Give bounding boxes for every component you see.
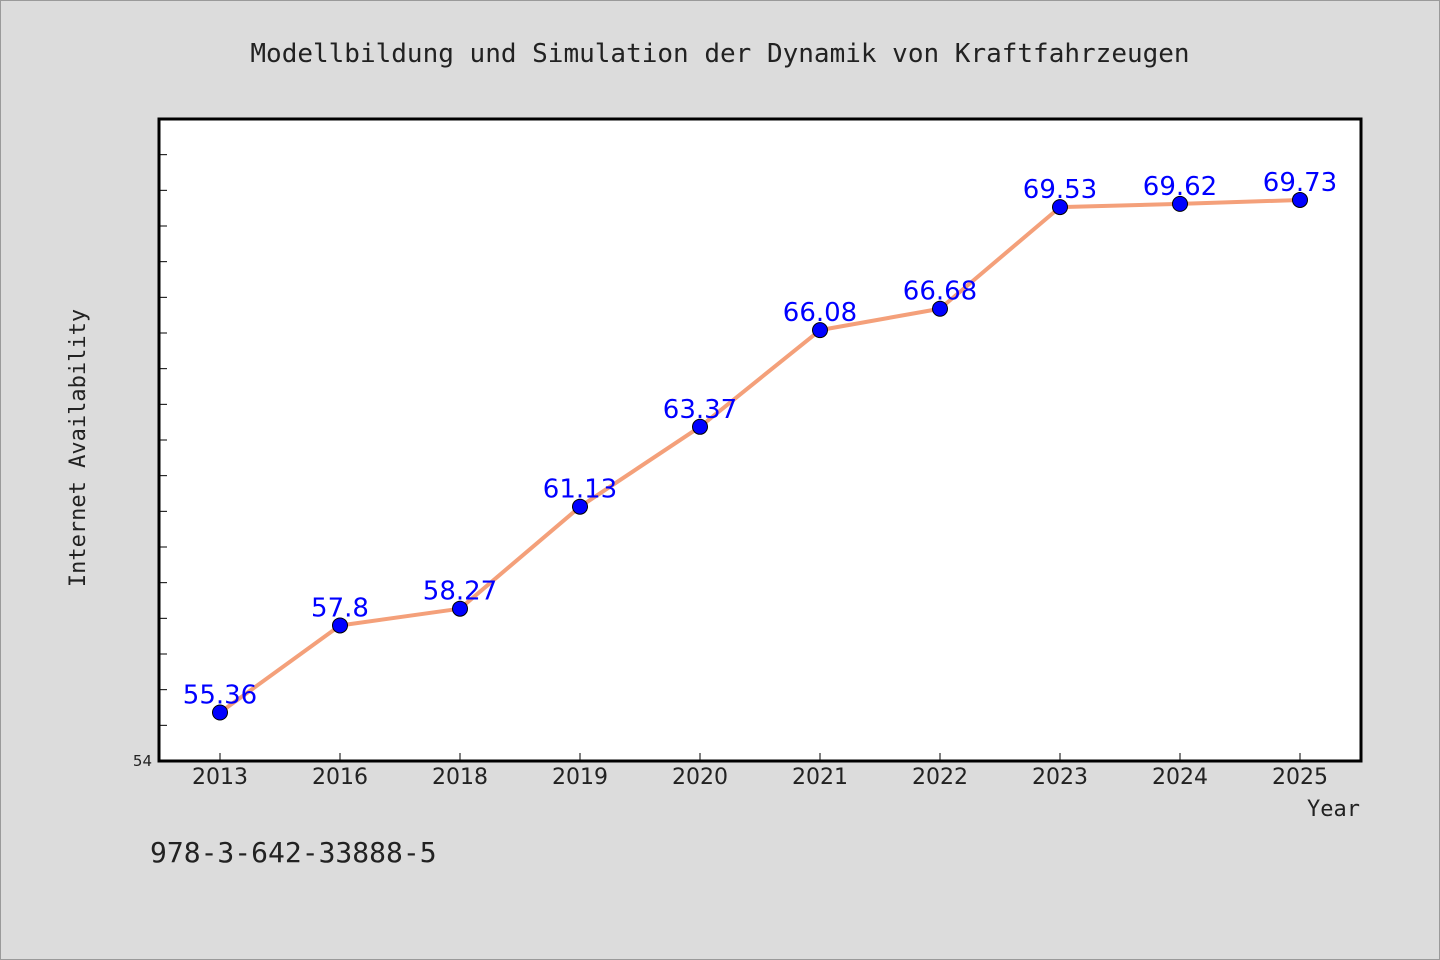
x-axis-tick-label: 2018 (432, 765, 488, 790)
x-axis-tick-label: 2021 (792, 765, 848, 790)
data-label: 63.37 (663, 395, 737, 425)
data-point (1052, 199, 1068, 216)
data-label: 57.8 (311, 593, 369, 623)
series-line (218, 197, 1301, 715)
y-axis-title: Internet Availability (66, 309, 91, 587)
series-markers (212, 191, 1308, 721)
data-point (572, 498, 588, 515)
x-axis-tick-labels: 2013 2016 2018 2019 2020 2021 2022 2023 2024 2025 (192, 765, 1328, 790)
data-label: 55.36 (183, 680, 257, 710)
data-label: 69.73 (1263, 168, 1337, 198)
data-label: 61.13 (543, 475, 617, 505)
x-axis-ticks (219, 753, 1301, 761)
footer-isbn: 978-3-642-33888-5 (150, 836, 437, 869)
x-axis-tick-label: 2022 (912, 765, 968, 790)
y-axis-tick-label: 54 (133, 752, 152, 770)
data-point (932, 300, 948, 317)
x-axis-tick-label: 2025 (1272, 765, 1328, 790)
x-axis-tick-label: 2024 (1152, 765, 1208, 790)
x-axis-tick-label: 2019 (552, 765, 608, 790)
data-point (452, 600, 468, 617)
data-point (692, 418, 708, 435)
data-label: 69.62 (1143, 172, 1217, 202)
data-label: 66.68 (903, 277, 977, 307)
x-axis-tick-label: 2013 (192, 765, 248, 790)
y-axis-ticks (159, 154, 167, 726)
x-axis-tick-label: 2023 (1032, 765, 1088, 790)
x-axis-title: Year (1307, 797, 1360, 822)
data-point (1172, 195, 1188, 212)
data-label: 66.08 (783, 298, 857, 328)
x-axis-tick-label: 2020 (672, 765, 728, 790)
chart-title: Modellbildung und Simulation der Dynamik… (250, 39, 1189, 69)
plot-area (157, 117, 1363, 763)
data-point (812, 322, 828, 339)
data-label: 69.53 (1023, 175, 1097, 205)
x-axis-tick-label: 2016 (312, 765, 368, 790)
data-labels: 55.36 57.8 58.27 61.13 63.37 66.08 66.68 69.53 6… (183, 168, 1337, 711)
data-point (212, 704, 228, 721)
data-point (332, 617, 348, 634)
data-label: 58.27 (423, 577, 497, 607)
data-point (1292, 191, 1308, 208)
